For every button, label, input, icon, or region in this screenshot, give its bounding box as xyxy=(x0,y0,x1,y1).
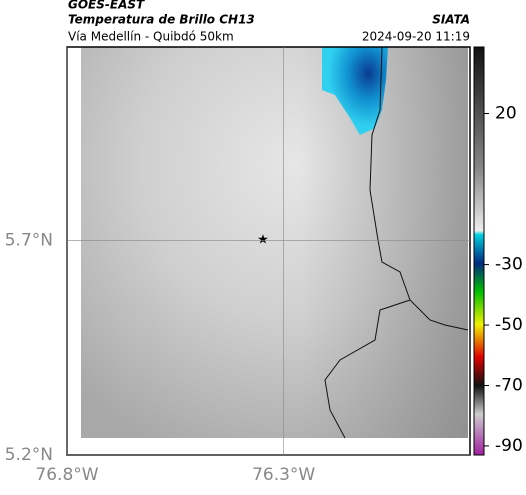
boundary xyxy=(324,46,469,439)
cold-cloud xyxy=(322,47,388,135)
colorbar-label: 20 xyxy=(495,103,517,123)
colorbar-label: -70 xyxy=(495,375,523,395)
colorbar-label: -30 xyxy=(495,255,523,275)
colorbar xyxy=(473,46,485,456)
x-tick-label: 76.8°W xyxy=(35,465,98,485)
colorbar-label: -90 xyxy=(495,436,523,456)
source: GOES-EAST xyxy=(68,0,145,12)
x-tick-label: 76.3°W xyxy=(252,465,315,485)
datetime: 2024-09-20 11:19 xyxy=(362,30,470,44)
org: SIATA xyxy=(432,13,470,27)
y-tick-label: 5.2°N xyxy=(5,445,53,465)
subtitle: Vía Medellín - Quibdó 50km xyxy=(68,30,234,44)
colorbar-label: -50 xyxy=(495,315,523,335)
y-tick-label: 5.7°N xyxy=(5,230,53,250)
title: Temperatura de Brillo CH13 xyxy=(68,13,255,27)
image-shade xyxy=(300,47,468,438)
